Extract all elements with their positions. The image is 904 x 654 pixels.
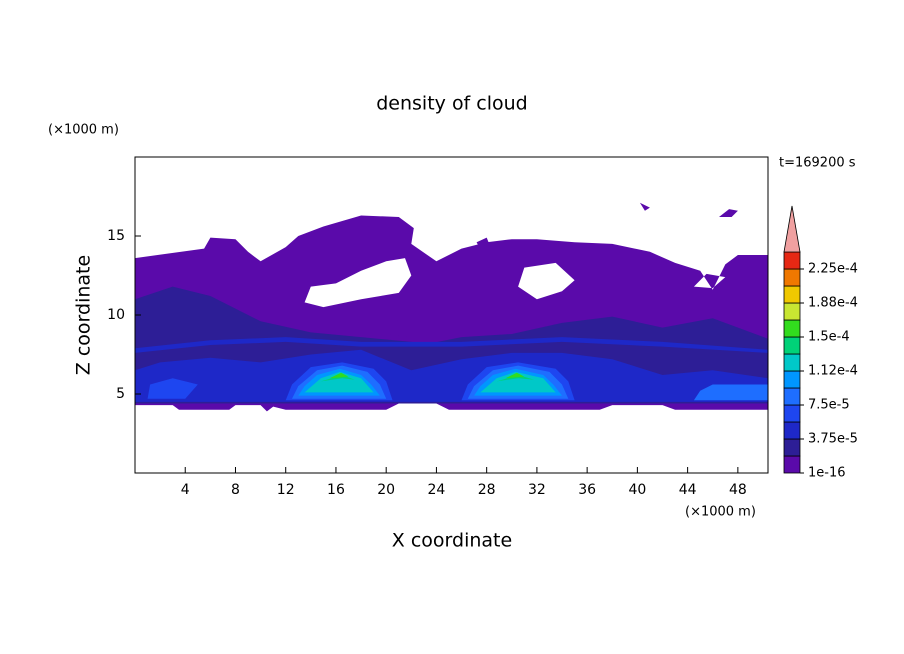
contour-region: [386, 318, 424, 338]
contour-region: [304, 371, 374, 393]
x-tick-label: 48: [729, 482, 747, 498]
contour-region: [476, 237, 490, 248]
x-tick-label: 24: [428, 482, 446, 498]
x-tick-label: 8: [231, 482, 240, 498]
x-tick-label: 36: [578, 482, 596, 498]
colorbar-label: 7.5e-5: [808, 398, 850, 413]
colorbar-box: [783, 438, 801, 457]
contour-region: [496, 375, 535, 382]
x-tick-label: 40: [628, 482, 646, 498]
colorbar-extend: [783, 205, 801, 253]
contour-region: [505, 372, 525, 379]
contour-region: [329, 372, 349, 379]
colorbar-box: [783, 268, 801, 287]
y-unit: (×1000 m): [48, 123, 119, 138]
x-tick-label: 12: [277, 482, 295, 498]
colorbar-box: [783, 285, 801, 304]
contour-region: [639, 202, 650, 211]
colorbar-label: 1.88e-4: [808, 296, 858, 311]
colorbar-box: [783, 319, 801, 338]
x-tick-label: 20: [377, 482, 395, 498]
colorbar-box: [783, 302, 801, 321]
colorbar-box: [783, 336, 801, 355]
colorbar-box: [783, 353, 801, 372]
contour-region: [693, 384, 768, 401]
contour-region: [147, 378, 198, 399]
contour-region: [135, 337, 768, 353]
colorbar-box: [783, 370, 801, 389]
x-unit: (×1000 m): [685, 505, 756, 520]
annotation: t=169200 s: [779, 156, 856, 171]
contour-region: [480, 371, 556, 393]
colorbar-label: 3.75e-5: [808, 432, 858, 447]
x-tick-label: 44: [679, 482, 697, 498]
colorbar-label: 1.12e-4: [808, 364, 858, 379]
x-axis-title: X coordinate: [392, 530, 512, 552]
y-tick-label: 10: [107, 307, 125, 323]
colorbar-box: [783, 455, 801, 474]
colorbar-label: 1.5e-4: [808, 330, 850, 345]
y-axis-title: Z coordinate: [73, 255, 95, 375]
contour-region: [719, 209, 738, 217]
x-tick-label: 16: [327, 482, 345, 498]
x-tick-label: 32: [528, 482, 546, 498]
x-tick-label: 28: [478, 482, 496, 498]
x-tick-label: 4: [181, 482, 190, 498]
colorbar-label: 1e-16: [808, 466, 846, 481]
y-tick-label: 5: [116, 386, 125, 402]
colorbar-box: [783, 251, 801, 270]
y-tick-label: 15: [107, 228, 125, 244]
colorbar-box: [783, 387, 801, 406]
colorbar-box: [783, 421, 801, 440]
colorbar-box: [783, 404, 801, 423]
chart-title: density of cloud: [376, 93, 528, 115]
colorbar-label: 2.25e-4: [808, 262, 858, 277]
